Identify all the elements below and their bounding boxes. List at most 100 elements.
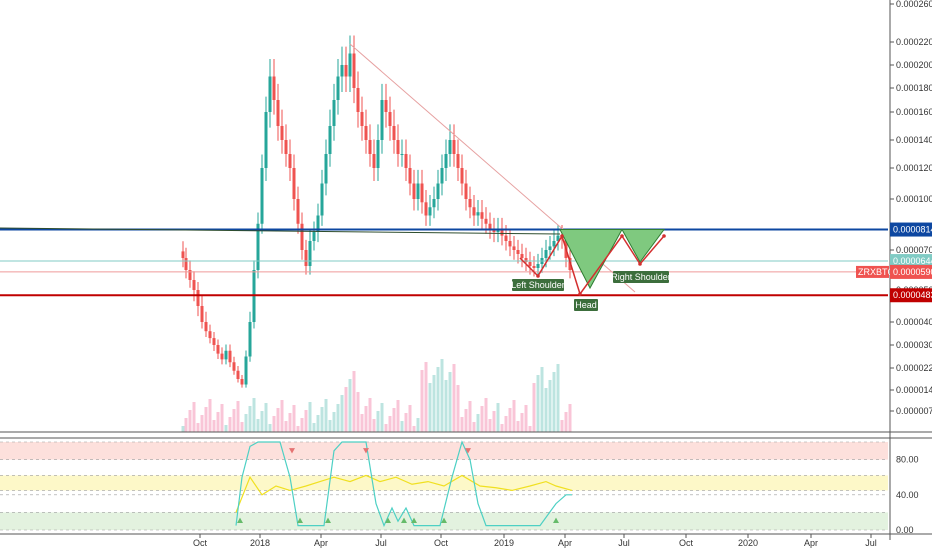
candle-body bbox=[400, 154, 404, 155]
volume-bar bbox=[552, 372, 556, 432]
volume-bar bbox=[236, 401, 240, 432]
volume-bar bbox=[520, 413, 524, 432]
volume-bar bbox=[276, 408, 280, 432]
candle-body bbox=[312, 232, 316, 241]
volume-bar bbox=[492, 411, 496, 432]
candle-body bbox=[192, 280, 196, 290]
volume-bar bbox=[328, 420, 332, 432]
price-tag: 0.00008149 bbox=[893, 225, 932, 235]
y-tick-label: 0.00003000 bbox=[896, 340, 932, 350]
projection-arrow bbox=[519, 257, 539, 277]
stoch-tick-label: 0.00 bbox=[896, 525, 914, 535]
volume-bar bbox=[304, 410, 308, 432]
x-tick-label: Jul bbox=[375, 538, 387, 548]
volume-bar bbox=[336, 404, 340, 432]
y-tick-label: 0.00002200 bbox=[896, 363, 932, 373]
candle-body bbox=[308, 241, 312, 266]
left-shoulder-text: Left Shoulder bbox=[511, 280, 565, 290]
price-tag-bg bbox=[890, 264, 932, 279]
candle-body bbox=[260, 168, 264, 224]
candle-body bbox=[220, 353, 224, 360]
price-pane bbox=[181, 35, 572, 388]
volume-bar bbox=[560, 420, 564, 432]
candle-body bbox=[196, 290, 200, 306]
x-tick-label: Oct bbox=[193, 538, 208, 548]
volume-bar bbox=[432, 375, 436, 432]
candle-body bbox=[384, 100, 388, 112]
candle-body bbox=[412, 183, 416, 199]
candle-body bbox=[316, 215, 320, 232]
candle-body bbox=[304, 250, 308, 266]
candle-body bbox=[448, 140, 452, 154]
volume-bar bbox=[452, 364, 456, 432]
candle-body bbox=[444, 154, 448, 168]
volume-bar bbox=[436, 367, 440, 432]
volume-bar bbox=[428, 383, 432, 432]
candle-body bbox=[548, 246, 552, 250]
volume-bar bbox=[320, 407, 324, 432]
volume-bar bbox=[264, 403, 268, 432]
projection-arrow bbox=[537, 235, 563, 277]
volume-bar bbox=[416, 418, 420, 432]
volume-bar bbox=[316, 415, 320, 432]
candle-body bbox=[420, 183, 424, 203]
left-shoulder-label: Left Shoulder bbox=[511, 279, 565, 291]
volume-bar bbox=[500, 424, 504, 432]
volume-bar bbox=[388, 416, 392, 432]
candle-body bbox=[212, 338, 216, 345]
candle-body bbox=[200, 306, 204, 322]
candle-body bbox=[436, 183, 440, 199]
candle-body bbox=[508, 241, 512, 247]
candle-body bbox=[468, 199, 472, 208]
y-tick-label: 0.00004000 bbox=[896, 317, 932, 327]
volume-bar bbox=[384, 424, 388, 432]
volume-bar bbox=[440, 359, 444, 432]
buy-signal-marker bbox=[237, 517, 243, 523]
volume-bar bbox=[380, 403, 384, 432]
volume-bar bbox=[284, 421, 288, 432]
volume-bar bbox=[412, 426, 416, 432]
volume-bar bbox=[181, 426, 185, 432]
candle-body bbox=[368, 140, 372, 154]
volume-bar bbox=[536, 375, 540, 432]
price-tag-bg bbox=[890, 222, 932, 237]
candle-body bbox=[181, 251, 185, 258]
x-tick-label: Apr bbox=[804, 538, 818, 548]
head-and-shoulders-pattern bbox=[519, 229, 666, 296]
volume-bar bbox=[484, 398, 488, 432]
volume-bar bbox=[228, 417, 232, 432]
volume-bar bbox=[568, 404, 572, 432]
volume-bar bbox=[272, 416, 276, 432]
volume-bar bbox=[508, 408, 512, 432]
y-tick-label: 0.00022000 bbox=[896, 37, 932, 47]
x-tick-label: Oct bbox=[434, 538, 449, 548]
volume-bar bbox=[516, 421, 520, 432]
candle-body bbox=[264, 112, 268, 168]
volume-bar bbox=[212, 420, 216, 432]
candle-body bbox=[268, 76, 272, 112]
candle-body bbox=[476, 212, 480, 216]
candle-body bbox=[344, 65, 348, 77]
horizontal-levels bbox=[0, 43, 888, 297]
volume-bar bbox=[496, 403, 500, 432]
y-tick-label: 0.00014000 bbox=[896, 135, 932, 145]
candle-body bbox=[356, 88, 360, 112]
candle-body bbox=[372, 154, 376, 168]
volume-bar bbox=[200, 415, 204, 432]
y-tick-label: 0.00001400 bbox=[896, 385, 932, 395]
price-tag: 0.00004836 bbox=[893, 290, 932, 300]
right-shoulder-text: Right Shoulder bbox=[611, 272, 671, 282]
volume-bar bbox=[376, 411, 380, 432]
volume-bar bbox=[232, 409, 236, 432]
volume-bar bbox=[504, 416, 508, 432]
buy-signal-marker bbox=[385, 517, 391, 523]
volume-bar bbox=[468, 401, 472, 432]
candle-body bbox=[472, 207, 476, 216]
candle-body bbox=[204, 322, 208, 332]
volume-bar bbox=[512, 400, 516, 432]
volume-bar bbox=[476, 414, 480, 432]
x-tick-label: 2020 bbox=[738, 538, 758, 548]
volume-bar bbox=[408, 405, 412, 432]
y-tick-label: 0.00026000 bbox=[896, 0, 932, 9]
stoch-d-line bbox=[235, 474, 573, 513]
